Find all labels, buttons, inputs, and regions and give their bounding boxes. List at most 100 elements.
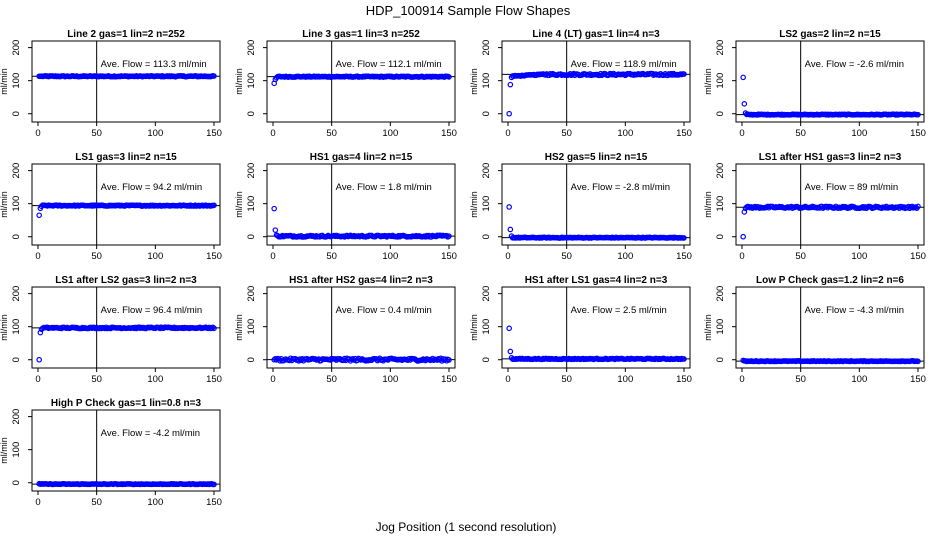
y-tick-label: 100: [11, 319, 22, 335]
x-tick-label: 50: [91, 128, 102, 139]
data-point: [506, 325, 512, 332]
y-tick-label: 200: [715, 286, 726, 302]
y-tick-label: 100: [481, 196, 492, 212]
figure-title: HDP_100914 Sample Flow Shapes: [366, 3, 571, 18]
x-tick-label: 50: [561, 374, 572, 385]
data-point: [446, 233, 452, 239]
data-point: [272, 355, 279, 362]
plot-frame: [266, 286, 456, 369]
panel-4: LS2 gas=2 lin=2 n=15 0 100 200 ml/min 0 50 100 1…: [703, 29, 926, 139]
data-point: [915, 203, 921, 210]
y-axis-label: ml/min: [234, 314, 244, 341]
data-point: [446, 357, 452, 363]
x-tick-label: 100: [147, 374, 163, 385]
x-tick-label: 150: [206, 497, 222, 508]
y-tick-label: 200: [246, 163, 257, 179]
x-tick-label: 150: [206, 128, 222, 139]
plot-frame: [266, 40, 456, 123]
panel-title: HS2 gas=5 lin=2 n=15: [545, 152, 648, 163]
plot-frame: [266, 163, 456, 246]
x-tick-label: 0: [35, 251, 40, 262]
y-tick-label: 200: [481, 40, 492, 56]
x-tick-label: 150: [206, 374, 222, 385]
x-tick-label: 150: [910, 374, 926, 385]
plot-frame: [501, 286, 691, 369]
data-point: [507, 348, 514, 355]
x-tick-label: 0: [505, 374, 510, 385]
panel-7: HS2 gas=5 lin=2 n=15 0 100 200 ml/min 0 50 100 1…: [469, 152, 692, 262]
x-tick-label: 0: [35, 374, 40, 385]
y-tick-label: 200: [246, 40, 257, 56]
x-tick-label: 0: [739, 374, 744, 385]
y-tick-label: 100: [11, 196, 22, 212]
y-tick-label: 200: [481, 286, 492, 302]
x-tick-label: 150: [676, 251, 692, 262]
x-tick-label: 50: [561, 128, 572, 139]
x-tick-label: 100: [851, 374, 867, 385]
plot-frame: [735, 40, 925, 123]
y-tick-label: 200: [481, 163, 492, 179]
y-tick-label: 200: [715, 163, 726, 179]
data-point: [741, 101, 748, 107]
average-flow-label: Ave. Flow = -2.6 ml/min: [805, 59, 904, 70]
y-tick-label: 0: [481, 234, 492, 239]
y-tick-label: 100: [11, 73, 22, 89]
y-tick-label: 100: [246, 196, 257, 212]
data-point: [443, 232, 450, 239]
data-point: [681, 71, 687, 77]
y-axis-label: ml/min: [0, 314, 9, 341]
data-point: [915, 111, 921, 118]
x-tick-label: 100: [147, 251, 163, 262]
x-tick-label: 50: [326, 374, 337, 385]
y-tick-label: 100: [715, 196, 726, 212]
data-point: [507, 226, 514, 233]
plot-frame: [31, 409, 221, 492]
average-flow-label: Ave. Flow = 1.8 ml/min: [336, 182, 432, 193]
panel-12: Low P Check gas=1.2 lin=2 n=6 0 100 200 ml/m…: [703, 275, 926, 385]
plot-frame: [501, 163, 691, 246]
data-point: [208, 325, 215, 332]
x-axis-label: Jog Position (1 second resolution): [376, 520, 557, 534]
x-tick-label: 0: [270, 374, 275, 385]
y-tick-label: 100: [715, 319, 726, 335]
average-flow-label: Ave. Flow = 94.2 ml/min: [101, 182, 202, 193]
data-point: [506, 204, 512, 210]
data-point: [506, 110, 512, 117]
panel-2: Line 3 gas=1 lin=3 n=252 0 100 200 ml/min 0 50…: [234, 29, 457, 139]
x-tick-label: 50: [795, 128, 806, 139]
data-point: [211, 325, 217, 332]
panel-title: Line 3 gas=1 lin=3 n=252: [302, 29, 420, 40]
panel-title: LS1 gas=3 lin=2 n=15: [75, 152, 177, 163]
average-flow-label: Ave. Flow = 113.3 ml/min: [101, 59, 207, 70]
panel-title: Line 4 (LT) gas=1 lin=4 n=3: [532, 29, 660, 40]
data-point: [861, 205, 867, 211]
panel-11: HS1 after LS1 gas=4 lin=2 n=3 0 100 200 ml/m…: [469, 275, 692, 385]
x-tick-label: 0: [270, 251, 275, 262]
y-tick-label: 0: [11, 111, 22, 116]
x-tick-label: 50: [795, 251, 806, 262]
panel-9: LS1 after LS2 gas=3 lin=2 n=3 0 100 200 ml/m…: [0, 275, 222, 385]
data-point: [211, 202, 217, 209]
panel-grid: Line 2 gas=1 lin=2 n=252 0 100 200 ml/min 0 50…: [0, 29, 926, 508]
data-point: [37, 329, 44, 336]
data-point: [272, 227, 279, 233]
average-flow-label: Ave. Flow = -4.3 ml/min: [805, 305, 904, 316]
average-flow-label: Ave. Flow = -2.8 ml/min: [571, 182, 670, 193]
data-point: [210, 324, 216, 331]
y-axis-label: ml/min: [469, 314, 479, 341]
y-tick-label: 0: [481, 357, 492, 362]
average-flow-label: Ave. Flow = 96.4 ml/min: [101, 305, 202, 316]
y-tick-label: 0: [11, 234, 22, 239]
panel-title: High P Check gas=1 lin=0.8 n=3: [51, 398, 202, 409]
y-tick-label: 100: [481, 73, 492, 89]
x-tick-label: 50: [91, 497, 102, 508]
data-point: [36, 356, 42, 363]
x-tick-label: 150: [441, 374, 457, 385]
data-point: [211, 73, 217, 79]
x-tick-label: 50: [326, 128, 337, 139]
panel-title: LS1 after LS2 gas=3 lin=2 n=3: [55, 275, 197, 286]
data-point: [740, 74, 746, 81]
plot-frame: [501, 40, 691, 123]
y-tick-label: 100: [246, 73, 257, 89]
